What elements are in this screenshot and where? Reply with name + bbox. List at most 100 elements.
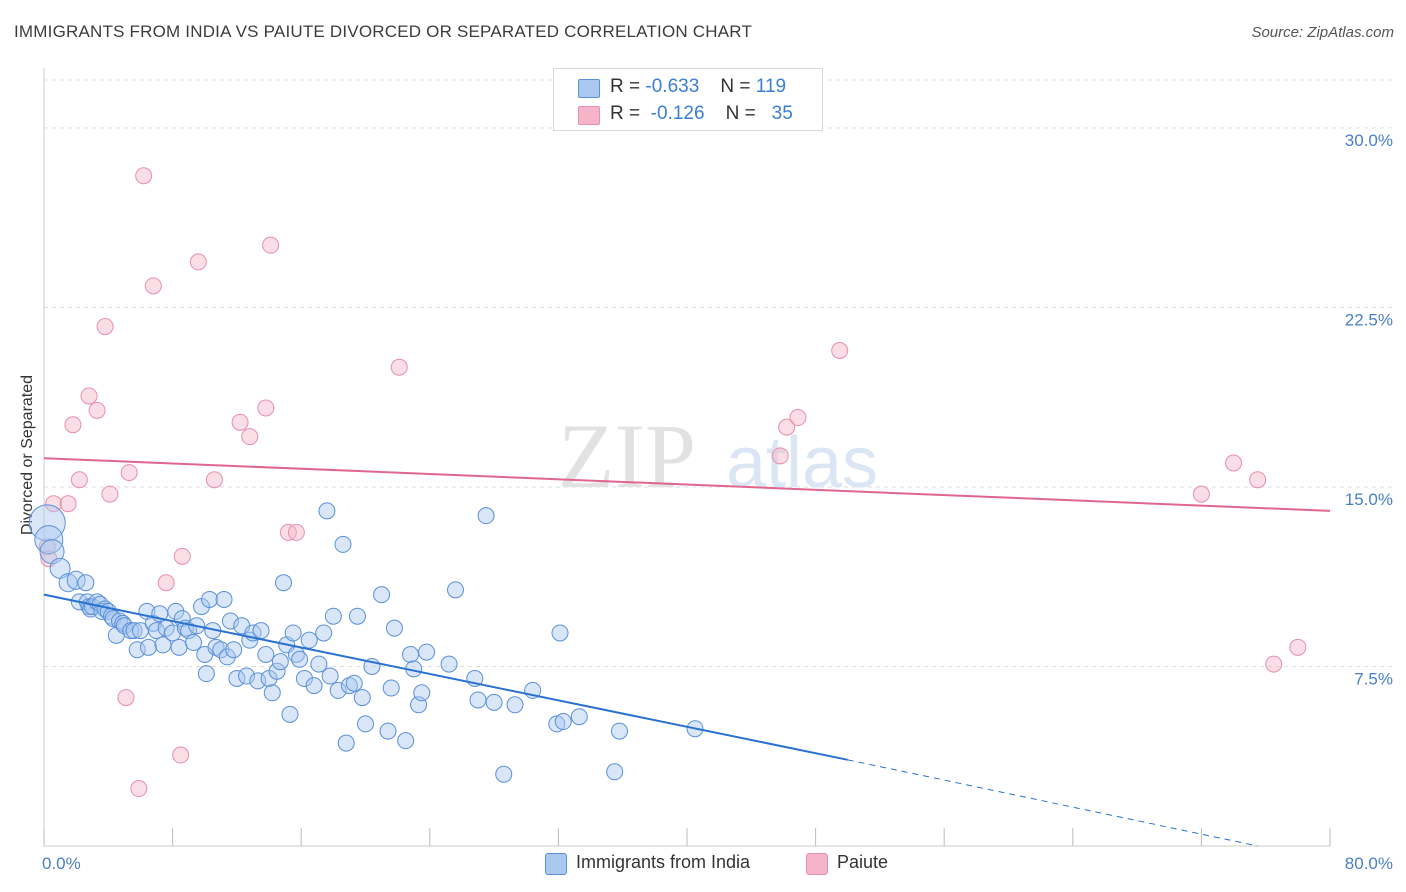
data-point [275,574,293,592]
data-point [1192,485,1210,503]
data-point [440,655,458,673]
trend-line-india-extension [847,759,1258,847]
data-point [495,765,513,783]
gridlines [44,79,1392,667]
legend-swatch-india-bottom [545,853,567,875]
data-point [506,696,524,714]
data-point [373,586,391,604]
data-point [281,705,299,723]
data-point [252,622,270,640]
data-point [241,428,259,446]
data-point [353,689,371,707]
y-tick-label: 15.0% [1345,490,1393,509]
watermark: ZIP atlas [558,405,878,507]
data-point [120,464,138,482]
data-point [257,646,275,663]
data-point [64,416,82,434]
data-point [173,547,191,565]
trend-line-paiute [43,457,1331,512]
data-point [485,693,503,711]
data-point [262,236,280,254]
data-point [402,646,420,663]
data-point [291,650,309,668]
data-point [172,746,190,764]
data-point [225,641,243,659]
data-point [111,612,129,630]
data-point [771,447,789,465]
data-point [379,722,397,740]
data-point [96,318,114,336]
r-value-india: -0.633 [645,76,700,97]
data-point [324,607,342,625]
data-point [125,622,143,640]
tick-labels: 7.5% 15.0% 22.5% 30.0% 0.0% 80.0% [42,131,1393,873]
data-point [268,662,286,680]
data-point [39,539,65,565]
trend-lines [43,457,1331,847]
legend-swatch-paiute-bottom [806,853,828,875]
data-point [418,643,436,661]
data-point [1265,655,1283,673]
correlation-legend: R = -0.633 N = 119 R = -0.126 N = 35 [553,68,823,131]
data-point [554,713,572,731]
legend-swatch-india [578,79,600,98]
data-point [340,677,358,695]
data-point [284,624,302,642]
data-point [221,612,239,630]
data-point [215,590,233,608]
chart-title: IMMIGRANTS FROM INDIA VS PAIUTE DIVORCED… [14,22,753,41]
y-tick-label: 7.5% [1354,669,1393,688]
data-point [345,674,363,692]
data-point [201,590,219,608]
legend-label-india: Immigrants from India [576,852,751,872]
data-point [1249,471,1267,489]
data-point [570,708,588,726]
data-point [385,619,403,637]
x-tick-label-min: 0.0% [42,854,81,873]
data-point [548,715,566,733]
data-point [300,631,318,649]
series-india [28,502,704,783]
data-point [413,684,431,702]
data-point [228,669,246,687]
data-point [1225,454,1243,472]
data-point [212,641,230,659]
watermark-zip: ZIP [558,405,696,507]
data-point [295,669,313,687]
data-point [447,581,465,599]
n-value-india: 119 [755,76,787,97]
data-point [337,734,355,752]
data-point [130,780,148,798]
data-point [305,677,323,695]
data-point [88,401,106,419]
data-point [257,399,275,417]
data-point [184,634,202,652]
data-point [606,763,624,781]
axes [43,68,1331,847]
data-point [831,341,849,359]
data-point [58,573,78,593]
data-point [197,665,215,683]
data-point [263,684,281,702]
data-point [77,574,95,592]
data-point [66,570,86,590]
data-point [249,672,267,690]
data-point [551,624,569,642]
data-point [205,471,223,489]
data-point [1289,638,1307,656]
data-point [310,655,328,673]
data-point [321,667,339,685]
data-point [167,602,185,620]
data-point [789,409,807,427]
data-point [348,607,366,625]
data-point [390,358,408,376]
n-value-paiute: 35 [771,103,793,124]
legend-stats-paiute: R = -0.126 N = 35 [610,103,793,124]
data-point [70,471,88,489]
data-point [128,641,146,659]
data-point [271,653,289,671]
x-tick-label-max: 80.0% [1345,854,1393,873]
data-point [238,667,256,685]
data-point [334,535,352,553]
